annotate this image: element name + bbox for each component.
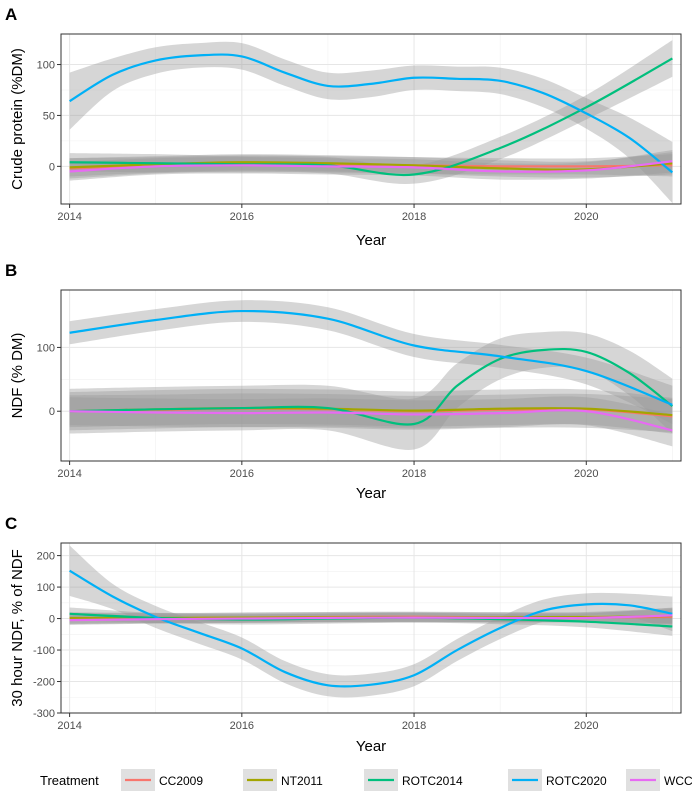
- series-line-rotc2020: [69, 569, 673, 688]
- panel-border: [60, 542, 682, 714]
- series-line-wccc2009: [69, 614, 673, 622]
- series-line-rotc2014: [69, 57, 673, 177]
- legend-item-rotc2014: ROTC2014: [364, 769, 463, 791]
- x-axis-title: Year: [356, 738, 386, 755]
- tick-label-x: 2018: [402, 211, 426, 223]
- legend-label: NT2011: [281, 774, 323, 788]
- legend-item-wccc2009: WCCC2009: [626, 769, 692, 791]
- legend: Treatment CC2009 NT2011 ROTC2014 ROTC2020 WCC…: [40, 769, 692, 791]
- panel-border: [60, 289, 682, 462]
- tick-label-y: 0: [49, 614, 55, 626]
- tick-label-y: 50: [43, 110, 55, 122]
- tick-label-x: 2018: [402, 468, 426, 480]
- tick-label-x: 2020: [574, 211, 598, 223]
- panel-border: [60, 33, 682, 205]
- legend-item-nt2011: NT2011: [243, 769, 323, 791]
- confidence-band-rotc2020: [69, 545, 673, 698]
- legend-label: WCCC2009: [664, 774, 692, 788]
- legend-label: CC2009: [159, 774, 203, 788]
- plot-background: [61, 34, 681, 204]
- plot-area: [69, 40, 674, 203]
- panel-letter: A: [5, 5, 17, 24]
- x-axis-title: Year: [356, 485, 386, 502]
- confidence-band-rotc2020: [69, 41, 673, 203]
- tick-label-x: 2018: [402, 720, 426, 732]
- tick-label-y: 200: [37, 551, 55, 563]
- tick-label-x: 2016: [230, 211, 254, 223]
- legend-item-rotc2020: ROTC2020: [508, 769, 607, 791]
- tick-label-y: -300: [33, 708, 55, 720]
- panel-a: A 2014 2016 2018 2020 0 50 100 Year Crude protein…: [5, 5, 682, 249]
- legend-label: ROTC2020: [546, 774, 607, 788]
- y-axis-title: NDF (% DM): [9, 333, 26, 419]
- tick-label-x: 2016: [230, 468, 254, 480]
- tick-label-y: 0: [49, 406, 55, 418]
- plot-area: [69, 300, 674, 450]
- tick-label-y: 100: [37, 582, 55, 594]
- panel-c: C 2014 2016 2018 2020 -300 -200 -100 0 100 200 Year…: [5, 514, 682, 755]
- tick-label-y: 100: [37, 342, 55, 354]
- panel-letter: B: [5, 261, 17, 280]
- series-line-rotc2014: [69, 347, 674, 426]
- tick-label-x: 2016: [230, 720, 254, 732]
- panel-b: B 2014 2016 2018 2020 0 100 Year NDF (% DM): [5, 261, 682, 502]
- tick-label-x: 2020: [574, 720, 598, 732]
- legend-label: ROTC2014: [402, 774, 463, 788]
- panel-letter: C: [5, 514, 17, 533]
- series-line-wccc2009: [69, 409, 673, 432]
- tick-label-y: 0: [49, 161, 55, 173]
- tick-label-y: -200: [33, 677, 55, 689]
- series-line-rotc2020: [69, 309, 673, 406]
- tick-label-x: 2014: [57, 211, 81, 223]
- series-line-rotc2020: [69, 53, 674, 174]
- tick-label-y: -100: [33, 645, 55, 657]
- plot-area: [69, 545, 673, 698]
- legend-item-cc2009: CC2009: [121, 769, 203, 791]
- confidence-band-rotc2014: [69, 331, 673, 450]
- y-axis-title: Crude protein (%DM): [9, 48, 26, 190]
- confidence-band-rotc2014: [69, 40, 673, 184]
- tick-label-x: 2014: [57, 720, 81, 732]
- legend-title: Treatment: [40, 773, 99, 788]
- confidence-band-rotc2020: [69, 300, 673, 424]
- tick-label-x: 2014: [57, 468, 81, 480]
- confidence-band-rotc2014: [69, 607, 673, 636]
- series-line-wccc2009: [69, 160, 673, 173]
- tick-label-y: 100: [37, 60, 55, 72]
- tick-label-x: 2020: [574, 468, 598, 480]
- x-axis-title: Year: [356, 232, 386, 249]
- y-axis-title: 30 hour NDF, % of NDF: [9, 549, 26, 707]
